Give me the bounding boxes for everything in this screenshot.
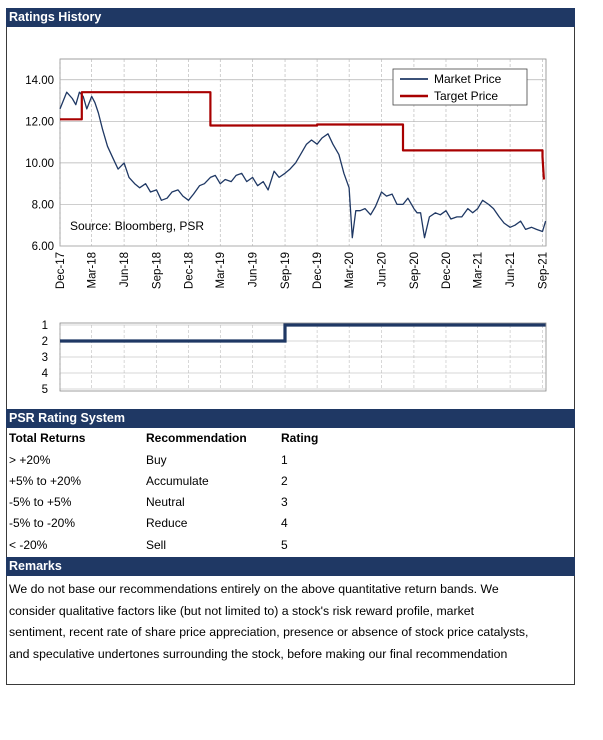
rating-cell: 1 [281,453,288,467]
total-returns-cell: -5% to -20% [9,516,76,530]
x-tick-label: Mar-21 [473,252,485,288]
price-gridlines [59,58,547,247]
x-tick-label: Jun-19 [248,252,260,287]
price-x-ticks: Dec-17 Mar-18 Jun-18 Sep-18 Dec-18 Mar-19 Jun-… [55,252,549,289]
x-tick-label: Jun-20 [377,252,389,287]
rating-cell: 3 [281,495,288,509]
x-tick-label: Sep-20 [409,252,421,289]
x-tick-label: Sep-19 [280,252,292,289]
x-tick-label: Jun-21 [505,252,517,287]
target-price-line [60,91,545,180]
recommendation-cell: Sell [146,538,167,552]
price-y-ticks: 14.00 12.00 10.00 8.00 6.00 [25,75,54,253]
x-tick-label: Mar-20 [344,252,356,288]
x-tick-label: Jun-18 [119,252,131,287]
recommendation-cell: Buy [146,453,167,467]
legend-label: Market Price [434,72,502,86]
rating-tick-label: 1 [42,320,48,332]
total-returns-cell: < -20% [9,538,48,552]
col-rating: Rating [281,431,319,445]
rating-tick-label: 2 [42,336,48,348]
remarks-body: We do not base our recommendations entir… [9,579,571,665]
legend: Market Price Target Price [392,68,528,106]
rating-tick-label: 4 [42,368,49,380]
x-tick-label: Dec-17 [55,252,67,289]
table-row: +5% to +20% Accumulate 2 [6,471,575,492]
rating-y-ticks: 1 2 3 4 5 [42,320,49,396]
rating-cell: 4 [281,516,288,530]
ratings-history-chart: 14.00 12.00 10.00 8.00 6.00 Dec-17 Mar-18 Jun-… [25,58,549,396]
ratings-history-header: Ratings History [6,8,575,27]
x-tick-label: Dec-19 [312,252,324,289]
remarks-line: We do not base our recommendations entir… [9,582,499,596]
y-tick-label: 14.00 [25,75,54,87]
y-tick-label: 6.00 [32,241,54,253]
rating-system-header: PSR Rating System [6,409,575,428]
x-tick-label: Mar-19 [215,252,227,288]
table-row: > +20% Buy 1 [6,450,575,471]
total-returns-cell: -5% to +5% [9,495,72,509]
table-row: -5% to -20% Reduce 4 [6,513,575,534]
rating-line [60,323,546,343]
rating-cell: 5 [281,538,288,552]
legend-label: Target Price [434,89,498,103]
rating-series [60,323,546,343]
price-series [59,91,547,239]
rating-tick-label: 3 [42,352,48,364]
col-recommendation: Recommendation [146,431,247,445]
recommendation-cell: Reduce [146,516,188,530]
remarks-line: sentiment, recent rate of share price ap… [9,625,529,639]
x-tick-label: Dec-18 [184,252,196,289]
rating-cell: 2 [281,474,288,488]
total-returns-cell: +5% to +20% [9,474,82,488]
recommendation-cell: Accumulate [146,474,209,488]
rating-tick-label: 5 [42,384,48,396]
legend-box [392,68,528,106]
table-row: < -20% Sell 5 [6,535,575,556]
rating-gridlines [59,322,547,392]
rating-table-header-row: Total Returns Recommendation Rating [6,428,575,449]
recommendation-cell: Neutral [146,495,185,509]
x-tick-label: Sep-21 [537,252,549,289]
remarks-line: and speculative undertones surrounding t… [9,646,508,661]
market-price-line [59,91,547,239]
x-tick-label: Mar-18 [87,252,99,288]
y-tick-label: 12.00 [25,116,54,128]
total-returns-cell: > +20% [9,453,51,467]
x-tick-label: Dec-20 [441,252,453,289]
y-tick-label: 8.00 [32,199,54,211]
col-total-returns: Total Returns [9,431,86,445]
remarks-header: Remarks [6,557,575,576]
x-tick-label: Sep-18 [151,252,163,289]
y-tick-label: 10.00 [25,158,54,170]
source-annotation: Source: Bloomberg, PSR [70,219,204,233]
remarks-line: consider qualitative factors like (but n… [9,603,475,618]
table-row: -5% to +5% Neutral 3 [6,492,575,513]
